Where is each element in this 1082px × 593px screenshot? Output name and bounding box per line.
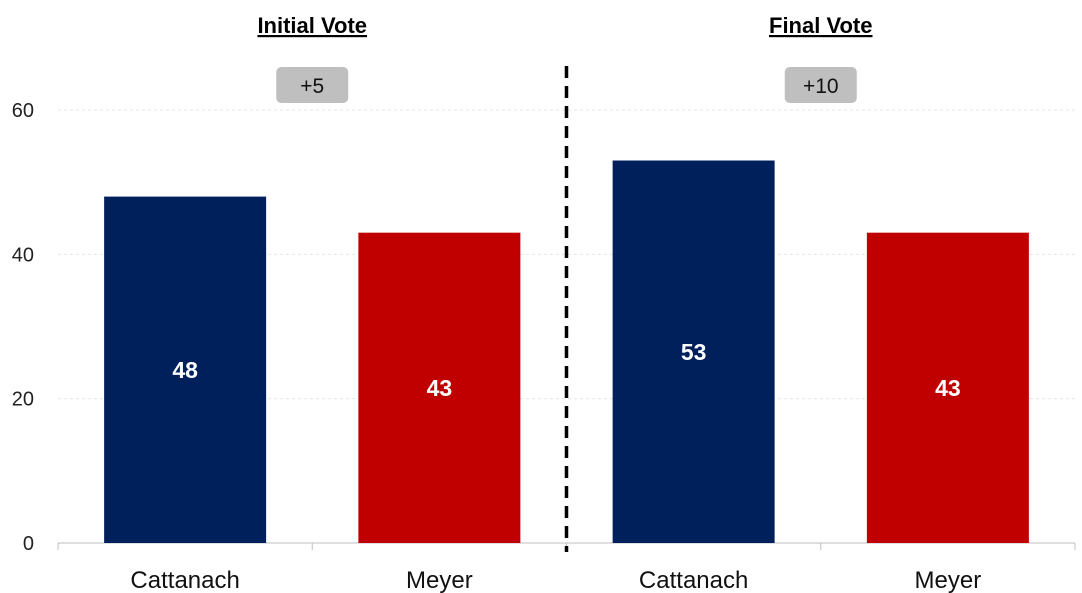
category-label: Meyer (915, 567, 982, 593)
y-tick-label: 60 (12, 100, 34, 122)
bar-cattanach (612, 160, 775, 543)
y-tick-label: 20 (12, 389, 34, 411)
panel-title: Initial Vote (257, 13, 367, 38)
bar-value-label: 43 (427, 375, 453, 401)
bar-meyer (358, 232, 521, 543)
bar-value-label: 43 (935, 375, 961, 401)
bar-meyer (866, 232, 1029, 543)
category-label: Cattanach (130, 567, 239, 593)
difference-label: +10 (803, 75, 839, 98)
difference-badge (276, 67, 349, 103)
y-tick-label: 0 (23, 533, 34, 555)
y-tick-label: 40 (12, 244, 34, 266)
bar-cattanach (104, 196, 267, 543)
bar-value-label: 53 (681, 339, 707, 365)
difference-badge (784, 67, 857, 103)
panel-title: Final Vote (769, 13, 873, 38)
category-label: Meyer (406, 567, 473, 593)
category-label: Cattanach (639, 567, 748, 593)
bar-value-label: 48 (172, 357, 198, 383)
difference-label: +5 (300, 75, 324, 98)
